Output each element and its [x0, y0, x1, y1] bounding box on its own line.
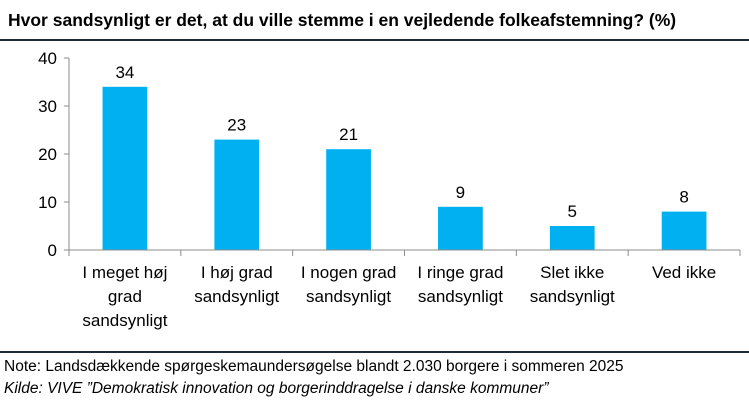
bar	[438, 206, 483, 250]
y-tick-label: 40	[38, 49, 57, 68]
data-labels: 34 23 21 9 5 8	[115, 63, 688, 221]
bar-value-label: 34	[115, 63, 134, 82]
chart-source: Kilde: VIVE ”Demokratisk innovation og b…	[4, 380, 549, 397]
x-category-label-line: sandsynligt	[530, 287, 615, 306]
bar-value-label: 23	[227, 116, 246, 135]
x-category-label: Ved ikke	[652, 263, 716, 282]
x-category-label: I nogen grad sandsynligt	[301, 263, 396, 306]
x-category-label-line: Slet ikke	[540, 263, 604, 282]
x-axis: I meget høj grad sandsynligt I høj grad sand…	[68, 249, 741, 330]
bars	[102, 86, 707, 250]
x-category-label-line: sandsynligt	[418, 287, 503, 306]
x-category-label: I høj grad sandsynligt	[194, 263, 279, 306]
bar-value-label: 8	[679, 188, 688, 207]
x-category-label-line: I nogen grad	[301, 263, 396, 282]
chart-note: Note: Landsdækkende spørgeskemaundersøge…	[4, 358, 624, 375]
y-axis: 0 10 20 30 40	[38, 49, 70, 260]
x-category-label-line: I ringe grad	[417, 263, 503, 282]
x-category-label-line: sandsynligt	[306, 287, 391, 306]
y-tick-label: 10	[38, 193, 57, 212]
x-category-label-line: Ved ikke	[652, 263, 716, 282]
y-tick-label: 0	[48, 241, 57, 260]
bar-value-label: 5	[568, 202, 577, 221]
x-category-label: Slet ikke sandsynligt	[530, 263, 615, 306]
bar-chart: 0 10 20 30 40 34 23 21 9 5 8 I meget høj grad sands…	[38, 49, 741, 330]
bar-value-label: 21	[339, 125, 358, 144]
bar	[661, 211, 707, 250]
y-tick-label: 20	[38, 145, 57, 164]
bar	[326, 149, 371, 250]
x-category-label-line: grad	[108, 287, 142, 306]
x-category-label-line: I høj grad	[201, 263, 273, 282]
x-category-label-line: sandsynligt	[194, 287, 279, 306]
x-category-label-line: sandsynligt	[82, 311, 167, 330]
bar	[549, 226, 595, 250]
x-category-label-line: I meget høj	[82, 263, 167, 282]
bar-value-label: 9	[456, 183, 465, 202]
chart-title: Hvor sandsynligt er det, at du ville ste…	[8, 10, 677, 30]
y-tick-label: 30	[38, 97, 57, 116]
bottom-divider	[0, 351, 749, 353]
top-divider	[0, 39, 749, 41]
bar	[214, 139, 260, 250]
x-category-label: I meget høj grad sandsynligt	[82, 263, 167, 330]
bar	[102, 86, 148, 250]
x-category-label: I ringe grad sandsynligt	[417, 263, 503, 306]
